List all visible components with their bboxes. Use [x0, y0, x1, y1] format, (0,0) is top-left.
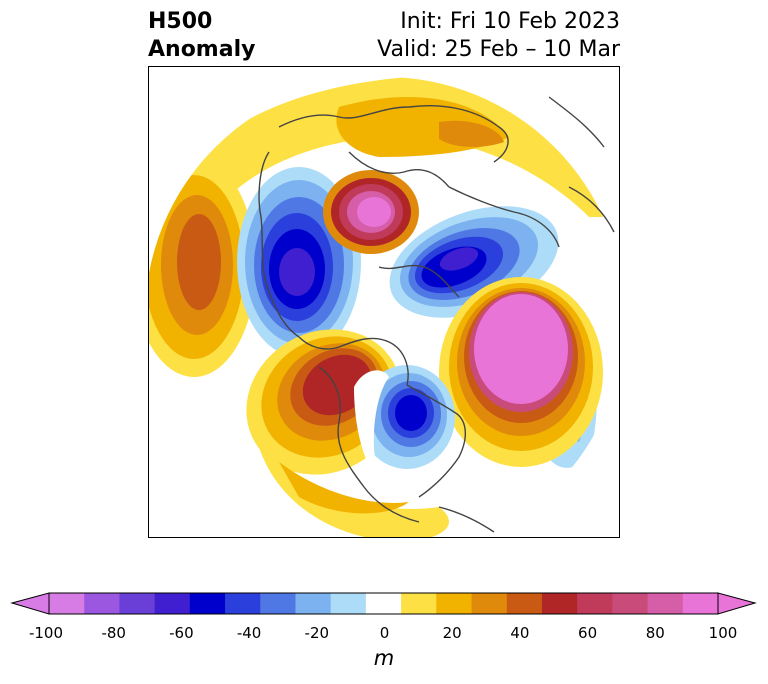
colorbar-segment: [84, 593, 120, 614]
colorbar-segment: [119, 593, 156, 614]
colorbar-segment: [682, 593, 719, 614]
colorbar-segment: [260, 593, 296, 614]
colorbar-segment: [506, 593, 543, 614]
colorbar-tick-label: 60: [578, 624, 598, 642]
colorbar-tick-label: 40: [510, 624, 530, 642]
colorbar-segment: [612, 593, 649, 614]
colorbar-segment: [365, 593, 402, 614]
colorbar-tick-label: 0: [379, 624, 390, 642]
colorbar-tick-label: -40: [236, 624, 262, 642]
colorbar-tick-label: -20: [304, 624, 330, 642]
colorbar-extend-low: [10, 592, 50, 615]
colorbar-outline: [48, 592, 719, 615]
colorbar-segment: [471, 593, 508, 614]
date-labels: Init: Fri 10 Feb 2023 Valid: 25 Feb – 10…: [377, 8, 620, 64]
colorbar-segment: [647, 593, 684, 614]
positive-halo: [154, 77, 609, 217]
colorbar-tick-label: 20: [442, 624, 462, 642]
colorbar-segment: [189, 593, 226, 614]
colorbar-segment: [154, 593, 191, 614]
map-panel: [148, 66, 620, 538]
colorbar-tick-label: 100: [708, 624, 738, 642]
colorbar-tick-label: -80: [101, 624, 126, 642]
colorbar-segments: [49, 593, 719, 614]
colorbar-segment: [577, 593, 613, 614]
colorbar-segment: [225, 593, 261, 614]
colorbar-segment: [436, 593, 473, 614]
colorbar-segment: [401, 593, 437, 614]
colorbar-segment: [330, 593, 367, 614]
colorbar: [10, 592, 757, 615]
colorbar-tick-label: -60: [169, 624, 194, 642]
chart-title: H500 Anomaly: [148, 8, 255, 64]
colorbar-unit: m: [373, 646, 395, 670]
colorbar-extend-high: [717, 592, 757, 615]
valid-range: Valid: 25 Feb – 10 Mar: [377, 37, 620, 62]
colorbar-segment: [49, 593, 85, 614]
colorbar-tick-label: 80: [645, 624, 665, 642]
anomaly-map: [149, 77, 615, 537]
coastlines: [258, 96, 615, 533]
colorbar-segment: [295, 593, 332, 614]
colorbar-tick-label: -100: [28, 624, 64, 642]
colorbar-segment: [541, 593, 578, 614]
anomaly-label: Anomaly: [148, 37, 256, 62]
init-date: Init: Fri 10 Feb 2023: [400, 9, 620, 34]
variable-label: H500: [148, 9, 213, 34]
